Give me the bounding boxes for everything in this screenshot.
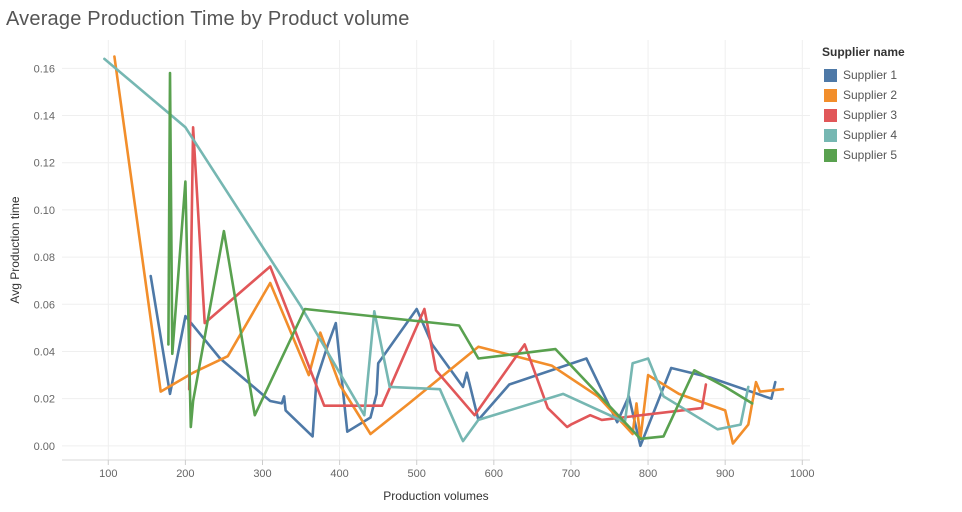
legend-item-supplier-1[interactable]: Supplier 1 <box>822 65 905 85</box>
x-tick-label: 900 <box>716 468 734 480</box>
series-line-supplier-3[interactable] <box>187 126 708 429</box>
x-tick-label: 200 <box>176 468 194 480</box>
series-lines <box>103 55 785 448</box>
y-tick-label: 0.14 <box>34 111 55 123</box>
y-tick-label: 0.02 <box>34 394 55 406</box>
legend: Supplier name Supplier 1 Supplier 2 Suppli… <box>822 45 905 165</box>
legend-item-supplier-2[interactable]: Supplier 2 <box>822 85 905 105</box>
legend-item-supplier-3[interactable]: Supplier 3 <box>822 105 905 125</box>
y-tick-label: 0.04 <box>34 346 55 358</box>
legend-label: Supplier 1 <box>843 68 898 82</box>
series-line-supplier-5[interactable] <box>167 71 754 441</box>
grid-lines <box>62 40 810 461</box>
legend-item-supplier-5[interactable]: Supplier 5 <box>822 145 905 165</box>
x-axis-label: Production volumes <box>383 489 488 503</box>
legend-swatch <box>824 88 837 102</box>
y-tick-label: 0.06 <box>34 299 55 311</box>
legend-label: Supplier 2 <box>843 88 898 102</box>
x-tick-label: 700 <box>562 468 580 480</box>
legend-swatch <box>824 108 837 122</box>
y-tick-label: 0.10 <box>34 205 55 217</box>
legend-items: Supplier 1 Supplier 2 Supplier 3 Supplier 4… <box>822 65 905 165</box>
x-tick-label: 500 <box>408 468 426 480</box>
legend-label: Supplier 4 <box>843 128 898 142</box>
x-tick-label: 100 <box>99 468 117 480</box>
series-line-supplier-1[interactable] <box>149 274 777 448</box>
legend-swatch <box>824 68 837 82</box>
y-tick-label: 0.12 <box>34 158 55 170</box>
y-axis-label: Avg Production time <box>8 196 22 303</box>
legend-label: Supplier 3 <box>843 108 898 122</box>
x-tick-label: 300 <box>253 468 271 480</box>
x-tick-label: 600 <box>485 468 503 480</box>
y-tick-label: 0.16 <box>34 63 55 75</box>
x-tick-label: 400 <box>330 468 348 480</box>
x-tick-label: 800 <box>639 468 657 480</box>
legend-title: Supplier name <box>822 45 905 59</box>
x-axis-ticks: 100 200 300 400 500 600 700 800 900 1000 <box>99 460 815 480</box>
y-axis-ticks: 0.00 0.02 0.04 0.06 0.08 0.10 0.12 0.14 0.16 <box>34 63 55 453</box>
x-tick-label: 1000 <box>790 468 814 480</box>
legend-swatch <box>824 148 837 162</box>
legend-item-supplier-4[interactable]: Supplier 4 <box>822 125 905 145</box>
series-line-supplier-4[interactable] <box>103 57 750 443</box>
legend-label: Supplier 5 <box>843 148 898 162</box>
y-tick-label: 0.00 <box>34 441 55 453</box>
chart-title: Average Production Time by Product volum… <box>6 8 410 30</box>
y-tick-label: 0.08 <box>34 252 55 264</box>
legend-swatch <box>824 128 837 142</box>
series-line-supplier-2[interactable] <box>113 55 785 445</box>
